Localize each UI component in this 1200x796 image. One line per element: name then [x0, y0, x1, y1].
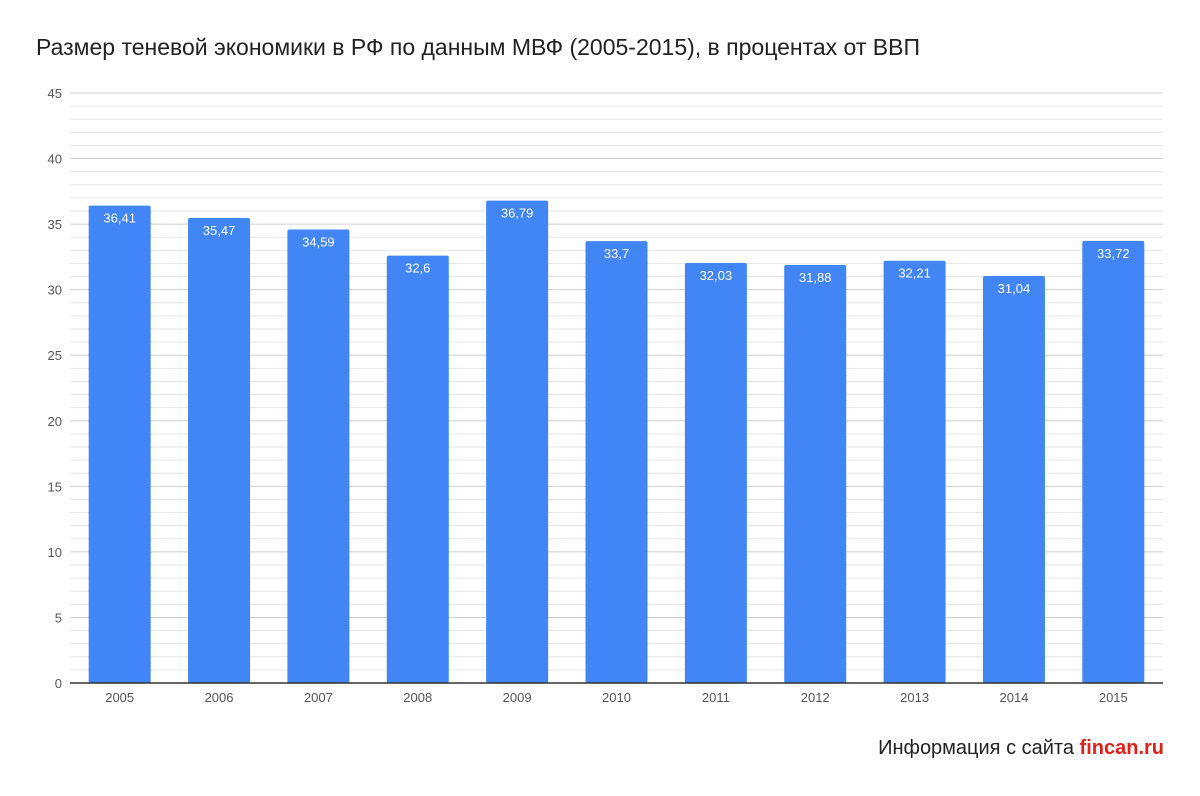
source-site-link[interactable]: fincan.ru: [1079, 737, 1164, 759]
x-tick-label: 2006: [205, 690, 234, 705]
y-tick-label: 15: [48, 479, 62, 494]
y-axis-labels: 0 5 10 15 20 25 30 35 40 45: [48, 86, 62, 691]
y-tick-label: 45: [48, 86, 62, 101]
y-tick-label: 40: [48, 152, 62, 167]
x-tick-label: 2010: [602, 690, 631, 705]
x-tick-label: 2014: [999, 690, 1028, 705]
bar-2009: [486, 200, 549, 684]
bar-2013: [883, 260, 946, 683]
data-label-2009: 36,79: [501, 206, 534, 221]
x-tick-label: 2015: [1099, 690, 1128, 705]
data-label-2010: 33,7: [604, 246, 629, 261]
x-tick-label: 2005: [105, 690, 134, 705]
data-label-2005: 36,41: [103, 211, 136, 226]
data-label-2015: 33,72: [1097, 246, 1130, 261]
data-label-2012: 31,88: [799, 270, 832, 285]
data-label-2007: 34,59: [302, 234, 335, 249]
x-tick-label: 2007: [304, 690, 333, 705]
data-label-2008: 32,6: [405, 261, 430, 276]
data-label-2014: 31,04: [998, 281, 1031, 296]
data-label-2006: 35,47: [203, 223, 236, 238]
bar-2011: [684, 263, 747, 683]
x-axis-labels: 2005 2006 2007 2008 2009 2010 2011 2012 2013 2014…: [70, 682, 1163, 705]
bar-2007: [287, 229, 350, 683]
bar-2005: [88, 205, 151, 683]
bar-2008: [386, 255, 449, 684]
bars: [88, 200, 1145, 684]
x-tick-label: 2013: [900, 690, 929, 705]
data-labels: 36,41 35,47 34,59 32,6 36,79 33,7 32,03 31,88 32…: [103, 206, 1129, 296]
bar-2010: [585, 241, 648, 683]
chart-title: Размер теневой экономики в РФ по данным …: [36, 34, 920, 60]
x-tick-label: 2009: [503, 690, 532, 705]
data-label-2013: 32,21: [898, 266, 931, 281]
y-tick-label: 25: [48, 348, 62, 363]
bar-2014: [982, 276, 1045, 683]
source-credit-prefix: Информация с сайта: [878, 737, 1074, 759]
data-label-2011: 32,03: [700, 268, 733, 283]
bar-2006: [188, 217, 251, 683]
bar-2012: [784, 265, 847, 683]
x-tick-label: 2011: [702, 690, 730, 705]
y-tick-label: 0: [55, 676, 62, 691]
y-tick-label: 10: [48, 545, 62, 560]
bar-2015: [1082, 240, 1145, 684]
y-tick-label: 20: [48, 414, 62, 429]
y-tick-label: 5: [55, 610, 62, 625]
y-tick-label: 35: [48, 217, 62, 232]
x-tick-label: 2012: [801, 690, 830, 705]
x-tick-label: 2008: [403, 690, 432, 705]
source-credit: Информация с сайта fincan.ru: [878, 737, 1164, 760]
y-tick-label: 30: [48, 283, 62, 298]
